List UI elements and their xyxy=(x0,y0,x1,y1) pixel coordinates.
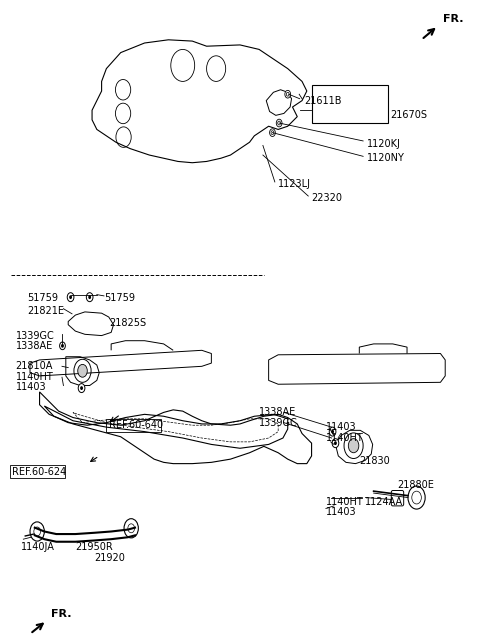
Circle shape xyxy=(332,439,339,448)
Text: 1120NY: 1120NY xyxy=(366,153,404,163)
Circle shape xyxy=(276,119,282,127)
Text: 21810A: 21810A xyxy=(16,361,53,371)
Text: 21950R: 21950R xyxy=(75,542,113,552)
Text: 11403: 11403 xyxy=(16,383,47,392)
Text: 1339GC: 1339GC xyxy=(16,331,54,341)
Text: 11403: 11403 xyxy=(326,507,357,517)
Text: 1140HT: 1140HT xyxy=(326,497,364,507)
Circle shape xyxy=(329,427,336,436)
Circle shape xyxy=(78,384,85,393)
Text: 21821E: 21821E xyxy=(28,306,65,316)
Circle shape xyxy=(334,441,337,445)
Text: 51759: 51759 xyxy=(104,293,135,303)
Text: 1140HT: 1140HT xyxy=(16,372,53,382)
Text: 21920: 21920 xyxy=(95,554,125,563)
Text: 21830: 21830 xyxy=(360,456,390,466)
Circle shape xyxy=(348,439,359,453)
Text: 1124AA: 1124AA xyxy=(365,497,403,507)
Text: FR.: FR. xyxy=(51,609,72,619)
Circle shape xyxy=(78,365,87,377)
Circle shape xyxy=(88,295,91,299)
Circle shape xyxy=(61,344,64,348)
Text: 22320: 22320 xyxy=(312,193,343,203)
Text: 1140HT: 1140HT xyxy=(326,433,364,443)
Circle shape xyxy=(270,129,276,136)
Text: 11403: 11403 xyxy=(326,422,357,432)
Text: 21825S: 21825S xyxy=(109,318,146,329)
Text: REF.60-624: REF.60-624 xyxy=(12,467,66,477)
Text: FR.: FR. xyxy=(443,14,463,24)
Circle shape xyxy=(331,430,334,433)
Text: 1123LJ: 1123LJ xyxy=(278,179,311,189)
Text: REF.60-640: REF.60-640 xyxy=(109,421,163,430)
Circle shape xyxy=(60,342,65,350)
Text: 1120KJ: 1120KJ xyxy=(366,138,400,149)
Circle shape xyxy=(80,386,83,390)
Text: 21670S: 21670S xyxy=(390,111,427,120)
Text: 21880E: 21880E xyxy=(397,480,434,491)
Text: 1339GC: 1339GC xyxy=(259,418,298,428)
Text: 1338AE: 1338AE xyxy=(16,341,53,351)
Text: 1338AE: 1338AE xyxy=(259,408,296,417)
Text: 51759: 51759 xyxy=(28,293,59,303)
Text: 21611B: 21611B xyxy=(304,96,342,105)
Circle shape xyxy=(285,91,290,98)
Circle shape xyxy=(67,293,74,302)
Circle shape xyxy=(86,293,93,302)
Text: 1140JA: 1140JA xyxy=(21,542,54,552)
Circle shape xyxy=(69,295,72,299)
